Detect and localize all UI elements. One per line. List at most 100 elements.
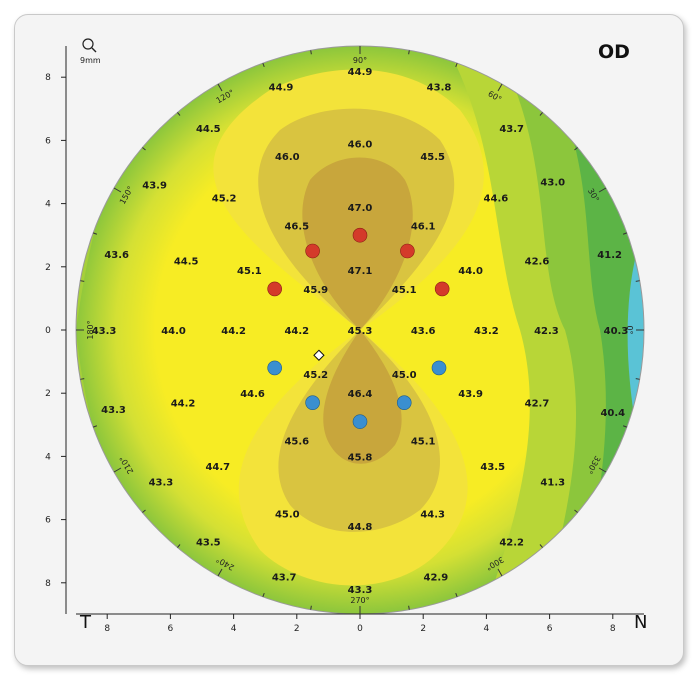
curvature-value: 45.1 <box>237 266 262 277</box>
curvature-zones <box>76 46 644 614</box>
rim-tick <box>497 83 503 92</box>
curvature-value: 44.2 <box>221 326 246 337</box>
curvature-value: 43.8 <box>427 83 452 94</box>
red-point <box>305 243 320 259</box>
blue-point <box>396 395 412 410</box>
curvature-value: 42.3 <box>534 326 559 337</box>
rim-tick <box>142 147 146 151</box>
curvature-value: 44.5 <box>196 124 221 135</box>
curvature-value: 46.5 <box>284 222 309 233</box>
blue-point <box>431 360 447 376</box>
zone-green-right-3 <box>540 60 644 614</box>
curvature-value: 43.3 <box>149 478 174 489</box>
rim-tick <box>598 187 607 193</box>
curvature-value: 45.8 <box>348 452 373 463</box>
rim-tick <box>598 467 607 473</box>
rim-tick <box>455 592 458 598</box>
rim-tick <box>408 605 410 610</box>
rim-tick <box>539 112 543 116</box>
curvature-value: 42.9 <box>423 572 448 583</box>
curvature-value: 44.9 <box>348 67 373 78</box>
rim-tick <box>80 378 85 380</box>
curvature-value: 43.3 <box>92 326 117 337</box>
x-axis-ticks: 8 6 4 2 0 2 4 6 8 <box>104 614 616 634</box>
curvature-value: 40.3 <box>604 326 629 337</box>
curvature-value: 44.2 <box>171 399 196 410</box>
curvature-value: 43.5 <box>480 462 505 473</box>
zone-cyan <box>627 240 644 450</box>
curvature-value: 45.3 <box>348 326 373 337</box>
rim-tick <box>217 83 223 92</box>
curvature-values: 44.9 44.9 43.8 44.5 43.7 46.0 46.0 45.5 43.9 43.0… <box>92 67 629 596</box>
zoom-icon[interactable] <box>82 38 97 53</box>
curvature-value: 43.7 <box>272 572 297 583</box>
x-tick-label: 2 <box>294 624 300 634</box>
y-tick-label: 4 <box>45 200 51 210</box>
red-point <box>400 243 415 259</box>
curvature-value: 40.4 <box>600 408 625 419</box>
curvature-value: 45.6 <box>284 437 309 448</box>
angle-label: 0° <box>625 325 634 334</box>
rim-tick <box>217 568 223 577</box>
curvature-value: 44.9 <box>269 83 294 94</box>
x-tick-label: 4 <box>484 624 490 634</box>
y-tick-label: 2 <box>45 389 51 399</box>
left-corner-label: T <box>79 612 92 633</box>
curvature-value: 45.2 <box>212 193 237 204</box>
rim-tick <box>635 280 640 282</box>
y-tick-label: 6 <box>45 136 51 146</box>
x-tick-label: 4 <box>231 624 237 634</box>
curvature-value: 44.6 <box>484 193 509 204</box>
x-tick-label: 8 <box>610 624 616 634</box>
curvature-value: 43.5 <box>196 538 221 549</box>
rim-tick <box>142 509 146 513</box>
x-tick-label: 2 <box>420 624 426 634</box>
center-marker <box>313 349 325 361</box>
y-tick-label: 4 <box>45 452 51 462</box>
rim-tick <box>113 187 122 193</box>
red-points <box>267 227 450 297</box>
curvature-value: 43.0 <box>540 177 565 188</box>
curvature-value: 45.1 <box>411 437 436 448</box>
y-tick-label: 2 <box>45 263 51 273</box>
rim-tick <box>574 509 578 513</box>
curvature-value: 47.1 <box>348 266 373 277</box>
y-tick-label: 8 <box>45 579 51 589</box>
rim-tick <box>497 568 503 577</box>
x-tick-label: 6 <box>168 624 174 634</box>
curvature-value: 43.7 <box>499 124 524 135</box>
curvature-value: 43.6 <box>104 250 129 261</box>
curvature-value: 43.3 <box>348 585 373 596</box>
x-tick-label: 6 <box>547 624 553 634</box>
y-tick-label: 8 <box>45 73 51 83</box>
curvature-value: 44.5 <box>174 256 199 267</box>
curvature-value: 45.0 <box>392 370 417 381</box>
rim-tick <box>574 147 578 151</box>
eye-label: OD <box>598 41 630 63</box>
curvature-value: 44.6 <box>240 389 265 400</box>
blue-point <box>352 414 368 429</box>
y-axis-ticks: 8 6 4 2 0 2 4 6 8 <box>45 73 66 589</box>
zone-brown <box>302 157 413 464</box>
pupil-center-marker <box>313 349 325 361</box>
curvature-value: 46.0 <box>275 152 300 163</box>
right-corner-label: N <box>634 612 647 633</box>
red-point <box>352 227 368 243</box>
rim-tick <box>113 467 122 473</box>
rim-tick <box>635 378 640 380</box>
curvature-value: 45.0 <box>275 509 300 520</box>
blue-point <box>267 360 282 376</box>
rim-tick <box>92 425 98 428</box>
curvature-value: 45.9 <box>303 285 328 296</box>
curvature-value: 42.7 <box>525 399 550 410</box>
curvature-value: 42.6 <box>525 256 550 267</box>
curvature-value: 44.0 <box>458 266 483 277</box>
curvature-value: 45.2 <box>303 370 328 381</box>
rim-tick <box>80 280 85 282</box>
curvature-value: 42.2 <box>499 538 524 549</box>
curvature-value: 46.0 <box>348 140 373 151</box>
rim-tick <box>310 50 312 55</box>
curvature-value: 41.3 <box>540 478 565 489</box>
curvature-value: 44.7 <box>205 462 230 473</box>
